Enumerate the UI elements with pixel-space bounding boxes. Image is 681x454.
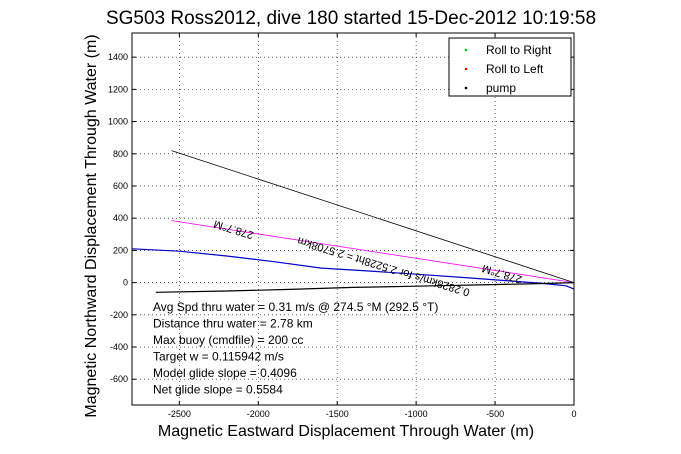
y-tick-label: -600 <box>110 374 128 384</box>
legend-marker <box>464 48 468 52</box>
x-tick-label: -1000 <box>405 409 428 419</box>
x-tick-label: -500 <box>486 409 504 419</box>
x-tick-label: -2000 <box>247 409 270 419</box>
legend-marker <box>464 86 468 90</box>
stats-line: Max buoy (cmdfile) = 200 cc <box>153 333 303 347</box>
legend: Roll to Right Roll to Left pump <box>448 37 572 97</box>
heading-line <box>171 150 575 283</box>
glider-track <box>155 282 575 293</box>
y-tick-label: -200 <box>110 310 128 320</box>
legend-marker <box>464 67 468 71</box>
y-tick-label: 1400 <box>108 52 128 62</box>
legend-label: Roll to Left <box>486 62 544 76</box>
y-tick-label: -400 <box>110 342 128 352</box>
stats-line: Net glide slope = 0.5584 <box>153 383 283 397</box>
y-tick-label: 600 <box>113 181 128 191</box>
legend-label: Roll to Right <box>486 43 552 57</box>
x-tick-label: -1500 <box>326 409 349 419</box>
tick-marks: -2500 -2000 -1500 -1000 -500 0-600-400-200020… <box>108 33 577 419</box>
chart-title: SG503 Ross2012, dive 180 started 15-Dec-… <box>106 8 596 29</box>
data-series <box>131 150 575 293</box>
x-tick-label: -2500 <box>168 409 191 419</box>
y-tick-label: 1000 <box>108 117 128 127</box>
stats-line: Distance thru water = 2.78 km <box>153 317 313 331</box>
x-axis-label: Magnetic Eastward Displacement Through W… <box>158 423 534 440</box>
y-tick-label: 200 <box>113 245 128 255</box>
stats-line: Avg Spd thru water = 0.31 m/s @ 274.5 °M… <box>153 300 438 314</box>
heading-line <box>171 220 575 283</box>
stats-line: Model glide slope = 0.4096 <box>153 366 297 380</box>
y-tick-label: 800 <box>113 149 128 159</box>
y-tick-label: 1200 <box>108 84 128 94</box>
y-axis-label: Magnetic Northward Displacement Through … <box>83 34 100 417</box>
stats-annotations: Avg Spd thru water = 0.31 m/s @ 274.5 °M… <box>153 300 438 397</box>
axes-frame <box>131 32 575 406</box>
legend-label: pump <box>486 81 516 95</box>
legend-box <box>448 37 572 97</box>
x-tick-label: 0 <box>571 409 576 419</box>
y-tick-label: 400 <box>113 213 128 223</box>
y-tick-label: 0 <box>123 278 128 288</box>
stats-line: Target w = 0.115942 m/s <box>153 350 284 364</box>
